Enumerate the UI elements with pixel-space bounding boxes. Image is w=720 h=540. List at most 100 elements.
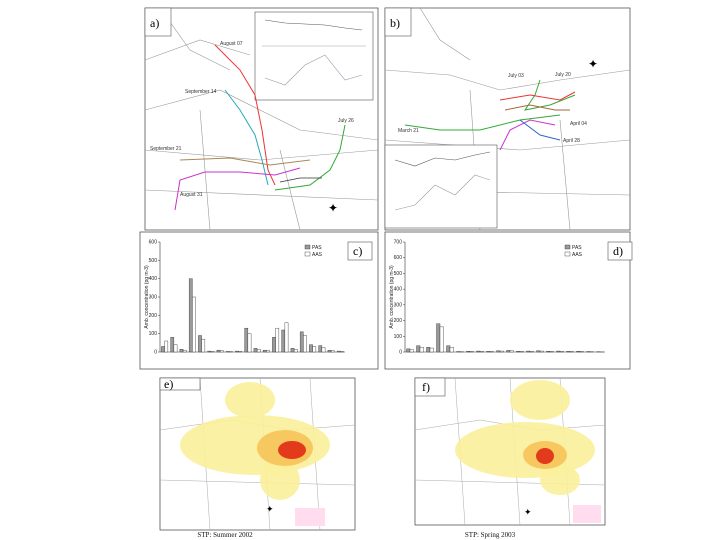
bar bbox=[330, 350, 335, 353]
bar bbox=[539, 350, 544, 353]
bar bbox=[182, 349, 187, 353]
panel-label-box bbox=[607, 241, 633, 261]
bar bbox=[235, 350, 239, 353]
bar bbox=[579, 351, 584, 353]
bar bbox=[516, 351, 521, 353]
bar bbox=[192, 296, 196, 353]
bar bbox=[238, 351, 243, 353]
bar bbox=[225, 351, 230, 353]
caption: STP: Spring 2003 bbox=[465, 531, 516, 539]
bar bbox=[164, 340, 169, 353]
bar bbox=[449, 347, 454, 353]
map-f: ✦ bbox=[414, 377, 606, 526]
bar bbox=[253, 348, 258, 353]
map-a: ✦ bbox=[144, 7, 379, 231]
map-label: April 04 bbox=[570, 121, 587, 127]
bar bbox=[284, 322, 289, 353]
y-tick-label: 0 bbox=[154, 350, 157, 356]
bar bbox=[566, 351, 571, 353]
y-axis-label: Amb. concentration (pg m-3) bbox=[144, 265, 150, 329]
bar bbox=[409, 349, 414, 353]
map-label: August 07 bbox=[220, 41, 243, 47]
panel-c bbox=[139, 231, 379, 370]
y-tick-label: 300 bbox=[149, 295, 158, 301]
bar bbox=[201, 338, 206, 353]
panel-label: a) bbox=[150, 16, 159, 30]
bar bbox=[312, 346, 317, 353]
y-tick-label: 700 bbox=[394, 240, 403, 246]
bar bbox=[416, 345, 421, 353]
bar bbox=[210, 351, 215, 353]
y-tick-label: 600 bbox=[149, 240, 158, 246]
bar bbox=[272, 337, 276, 353]
caption: STP: Summer 2002 bbox=[197, 531, 253, 539]
legend-label: AAS bbox=[572, 252, 583, 258]
bar bbox=[429, 347, 434, 353]
bar bbox=[479, 351, 484, 353]
legend-label: AAS bbox=[312, 252, 323, 258]
bar bbox=[549, 351, 554, 353]
bar bbox=[309, 344, 313, 353]
bar bbox=[198, 335, 202, 353]
panel-d bbox=[384, 231, 631, 370]
y-tick-label: 100 bbox=[394, 334, 403, 340]
map-e: ✦ bbox=[159, 377, 356, 531]
panel-label: e) bbox=[164, 377, 173, 391]
bar bbox=[406, 348, 411, 353]
bar bbox=[336, 350, 341, 353]
bar bbox=[499, 350, 504, 353]
map-label: March 21 bbox=[398, 128, 419, 134]
map-label: July 03 bbox=[508, 73, 524, 79]
y-tick-label: 100 bbox=[149, 331, 158, 337]
y-tick-label: 600 bbox=[394, 255, 403, 261]
panel-label-box bbox=[347, 241, 373, 261]
bar bbox=[466, 351, 471, 353]
north-arrow: ✦ bbox=[328, 201, 338, 215]
y-tick-label: 0 bbox=[399, 350, 402, 356]
bar bbox=[281, 329, 286, 353]
bar bbox=[536, 350, 541, 353]
bar bbox=[446, 345, 451, 353]
bar bbox=[161, 346, 165, 353]
y-tick-label: 400 bbox=[394, 287, 403, 293]
north-arrow: ✦ bbox=[524, 507, 532, 517]
bar bbox=[526, 350, 531, 353]
bar bbox=[244, 327, 249, 353]
map-label: July 26 bbox=[338, 118, 354, 124]
panel-label: f) bbox=[422, 380, 430, 394]
bar bbox=[559, 351, 564, 353]
bar bbox=[299, 331, 304, 353]
bar bbox=[576, 351, 581, 353]
bar bbox=[529, 351, 534, 353]
bar bbox=[188, 278, 193, 353]
bar bbox=[439, 326, 444, 353]
map-label: August 31 bbox=[180, 192, 203, 198]
panel-label: c) bbox=[353, 244, 362, 258]
bar bbox=[207, 350, 212, 353]
bar bbox=[216, 349, 221, 353]
legend-swatch bbox=[564, 251, 571, 257]
bar bbox=[509, 350, 514, 353]
bar bbox=[293, 349, 298, 353]
bar bbox=[327, 349, 332, 353]
bar bbox=[266, 350, 270, 353]
y-axis-label: Amb. concentration (pg m-3) bbox=[389, 265, 395, 329]
y-tick-label: 500 bbox=[149, 258, 158, 264]
map-label: July 20 bbox=[555, 72, 571, 78]
bar bbox=[303, 335, 307, 353]
bar bbox=[173, 344, 178, 353]
bar bbox=[340, 351, 344, 353]
bar bbox=[262, 349, 267, 353]
bar bbox=[519, 351, 524, 353]
map-label: September 21 bbox=[150, 146, 182, 152]
bar bbox=[469, 351, 474, 353]
legend-swatch bbox=[304, 251, 311, 257]
bar bbox=[556, 350, 561, 353]
panel-label: d) bbox=[613, 244, 623, 258]
legend-swatch bbox=[304, 244, 311, 250]
bar bbox=[318, 345, 323, 353]
bar bbox=[436, 323, 441, 353]
bar bbox=[321, 347, 326, 353]
bar bbox=[256, 349, 261, 353]
